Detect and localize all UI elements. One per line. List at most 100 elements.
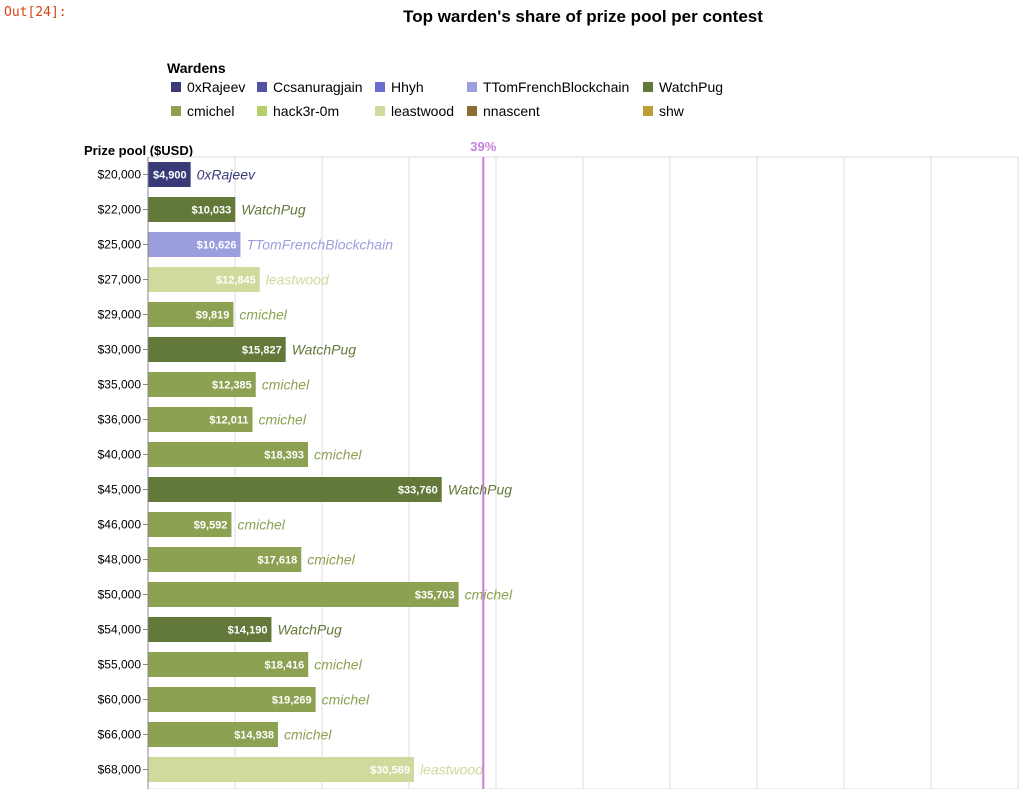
bar-row-40-000: $18,393 cmichel [148,442,362,467]
legend-swatch [467,82,477,92]
y-tick-label: $30,000 [98,343,142,357]
legend-item-watchpug: WatchPug [643,79,723,95]
bar [148,687,316,712]
bar-value-label: $12,845 [216,275,256,287]
legend-label: TTomFrenchBlockchain [483,79,629,95]
bar-value-label: $9,592 [194,520,228,532]
bar-value-label: $10,033 [192,205,232,217]
bar [148,617,272,642]
bar [148,302,234,327]
bar-value-label: $14,938 [234,730,274,742]
legend-swatch [643,82,653,92]
y-tick-label: $29,000 [98,308,142,322]
bar-warden-label: cmichel [284,727,332,743]
bar-warden-label: cmichel [239,307,287,323]
y-tick-label: $60,000 [98,693,142,707]
legend: 0xRajeev Ccsanuragjain Hhyh TTomFrenchBlock… [171,79,723,119]
legend-title: Wardens [167,60,226,76]
bar-row-68-000: $30,569 leastwood [148,757,484,782]
legend-label: Ccsanuragjain [273,79,363,95]
bar-value-label: $17,618 [258,555,298,567]
bar-value-label: $14,190 [228,625,268,637]
y-tick-label: $25,000 [98,238,142,252]
legend-item-hhyh: Hhyh [375,79,424,95]
legend-item-nnascent: nnascent [467,103,540,119]
legend-item-cmichel: cmichel [171,103,234,119]
bar-row-50-000: $35,703 cmichel [148,582,513,607]
legend-item-shw: shw [643,103,685,119]
legend-label: leastwood [391,103,454,119]
bar [148,267,260,292]
bar [148,582,459,607]
bar-row-66-000: $14,938 cmichel [148,722,332,747]
legend-item-ttomfrenchblockchain: TTomFrenchBlockchain [467,79,629,95]
bar-row-27-000: $12,845 leastwood [148,267,330,292]
y-tick-label: $22,000 [98,203,142,217]
bar-row-22-000: $10,033 WatchPug [148,197,306,222]
rule-label: 39% [470,139,496,154]
bar-row-35-000: $12,385 cmichel [148,372,310,397]
bar [148,722,278,747]
bar-warden-label: cmichel [465,587,513,603]
bar-warden-label: cmichel [237,517,285,533]
bar-value-label: $18,416 [264,660,304,672]
bar-value-label: $12,385 [212,380,252,392]
y-tick-label: $50,000 [98,588,142,602]
legend-label: cmichel [187,103,234,119]
y-tick-label: $27,000 [98,273,142,287]
bar-warden-label: leastwood [420,762,484,778]
bar [148,757,414,782]
bar-warden-label: WatchPug [292,342,357,358]
bar [148,372,256,397]
bar-warden-label: cmichel [307,552,355,568]
bar-value-label: $9,819 [196,310,230,322]
out-prompt: Out[24]: [4,5,67,20]
y-tick-label: $54,000 [98,623,142,637]
bar-value-label: $12,011 [209,415,248,427]
legend-item-hack3r-0m: hack3r-0m [257,103,339,119]
bar-row-20-000: $4,900 0xRajeev [148,162,256,187]
bar-row-48-000: $17,618 cmichel [148,547,356,572]
bar-value-label: $35,703 [415,590,455,602]
bar-warden-label: cmichel [314,447,362,463]
bar-row-46-000: $9,592 cmichel [148,512,286,537]
bar-warden-label: cmichel [314,657,362,673]
bar-row-29-000: $9,819 cmichel [148,302,288,327]
y-tick-label: $48,000 [98,553,142,567]
bar [148,162,191,187]
bar-warden-label: cmichel [258,412,306,428]
bar-value-label: $19,269 [272,695,312,707]
bar-value-label: $15,827 [242,345,282,357]
y-tick-label: $20,000 [98,168,142,182]
bar-warden-label: leastwood [266,272,330,288]
bar-row-60-000: $19,269 cmichel [148,687,370,712]
bar-warden-label: WatchPug [448,482,513,498]
y-tick-label: $36,000 [98,413,142,427]
y-tick-label: $46,000 [98,518,142,532]
bar-warden-label: cmichel [322,692,370,708]
bar [148,442,309,467]
legend-swatch [375,106,385,116]
bar-row-54-000: $14,190 WatchPug [148,617,342,642]
bar-warden-label: cmichel [262,377,310,393]
y-tick-label: $55,000 [98,658,142,672]
legend-swatch [375,82,385,92]
legend-swatch [643,106,653,116]
bar [148,232,241,257]
bar-value-label: $4,900 [153,170,187,182]
bar [148,652,309,677]
bar [148,197,236,222]
legend-item-leastwood: leastwood [375,103,454,119]
bar-value-label: $33,760 [398,485,438,497]
legend-item-ccsanuragjain: Ccsanuragjain [257,79,363,95]
bar [148,512,232,537]
grid [147,156,1019,789]
legend-label: hack3r-0m [273,103,339,119]
y-axis: $20,000 $22,000 $25,000 $27,000 $29,000 $30,0… [98,157,149,789]
legend-swatch [257,106,267,116]
legend-label: 0xRajeev [187,79,245,95]
y-axis-title: Prize pool ($USD) [84,143,193,158]
share-rule: 39% [470,139,497,789]
bar [148,477,442,502]
